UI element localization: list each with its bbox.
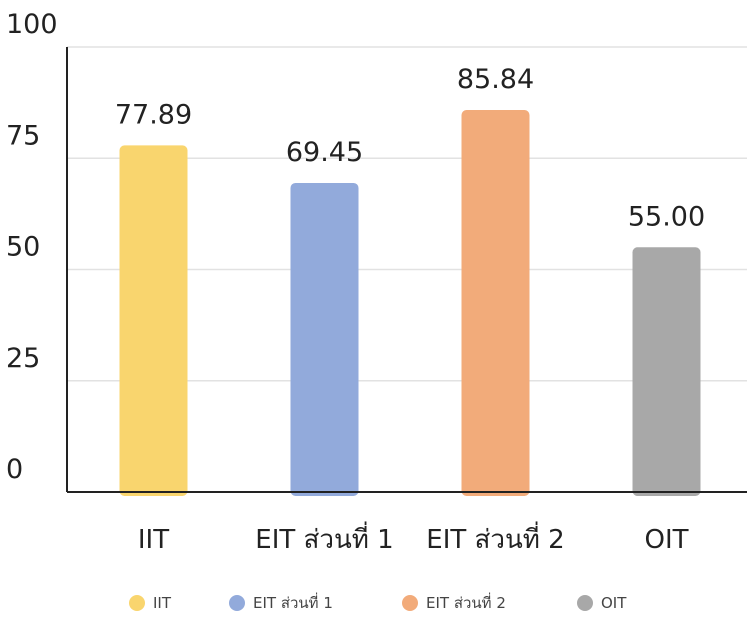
legend-swatch-4 (577, 595, 593, 611)
data-label: 77.89 (115, 99, 192, 130)
bar-4 (632, 247, 701, 496)
data-labels: 77.89 69.45 85.84 55.00 (115, 64, 705, 232)
bar-1 (119, 145, 188, 496)
x-axis-label: IIT (138, 525, 169, 555)
bars (119, 110, 701, 497)
legend-label: IIT (153, 594, 172, 612)
y-tick-label: 50 (6, 232, 40, 263)
x-axis-labels: IIT EIT ส่วนที่ 1 EIT ส่วนที่ 2 OIT (138, 521, 689, 555)
data-label: 55.00 (628, 201, 705, 232)
y-tick-label: 100 (6, 9, 58, 40)
legend-swatch-3 (402, 595, 418, 611)
legend-label: OIT (601, 594, 627, 612)
y-tick-label: 0 (6, 454, 23, 485)
x-axis-label: EIT ส่วนที่ 2 (426, 521, 564, 555)
x-axis-label: EIT ส่วนที่ 1 (255, 521, 393, 555)
data-label: 85.84 (457, 64, 534, 95)
bar-2 (290, 182, 359, 496)
legend-swatch-2 (229, 595, 245, 611)
axes (66, 47, 747, 493)
y-tick-label: 25 (6, 343, 40, 374)
y-tick-label: 75 (6, 120, 40, 151)
legend-label: EIT ส่วนที่ 1 (253, 592, 333, 612)
legend-label: EIT ส่วนที่ 2 (426, 592, 506, 612)
x-axis-label: OIT (644, 525, 688, 555)
legend: IIT EIT ส่วนที่ 1 EIT ส่วนที่ 2 OIT (129, 592, 627, 612)
y-axis-ticks: 0 25 50 75 100 (6, 9, 58, 485)
bar-3 (461, 110, 530, 497)
legend-swatch-1 (129, 595, 145, 611)
data-label: 69.45 (286, 137, 363, 168)
